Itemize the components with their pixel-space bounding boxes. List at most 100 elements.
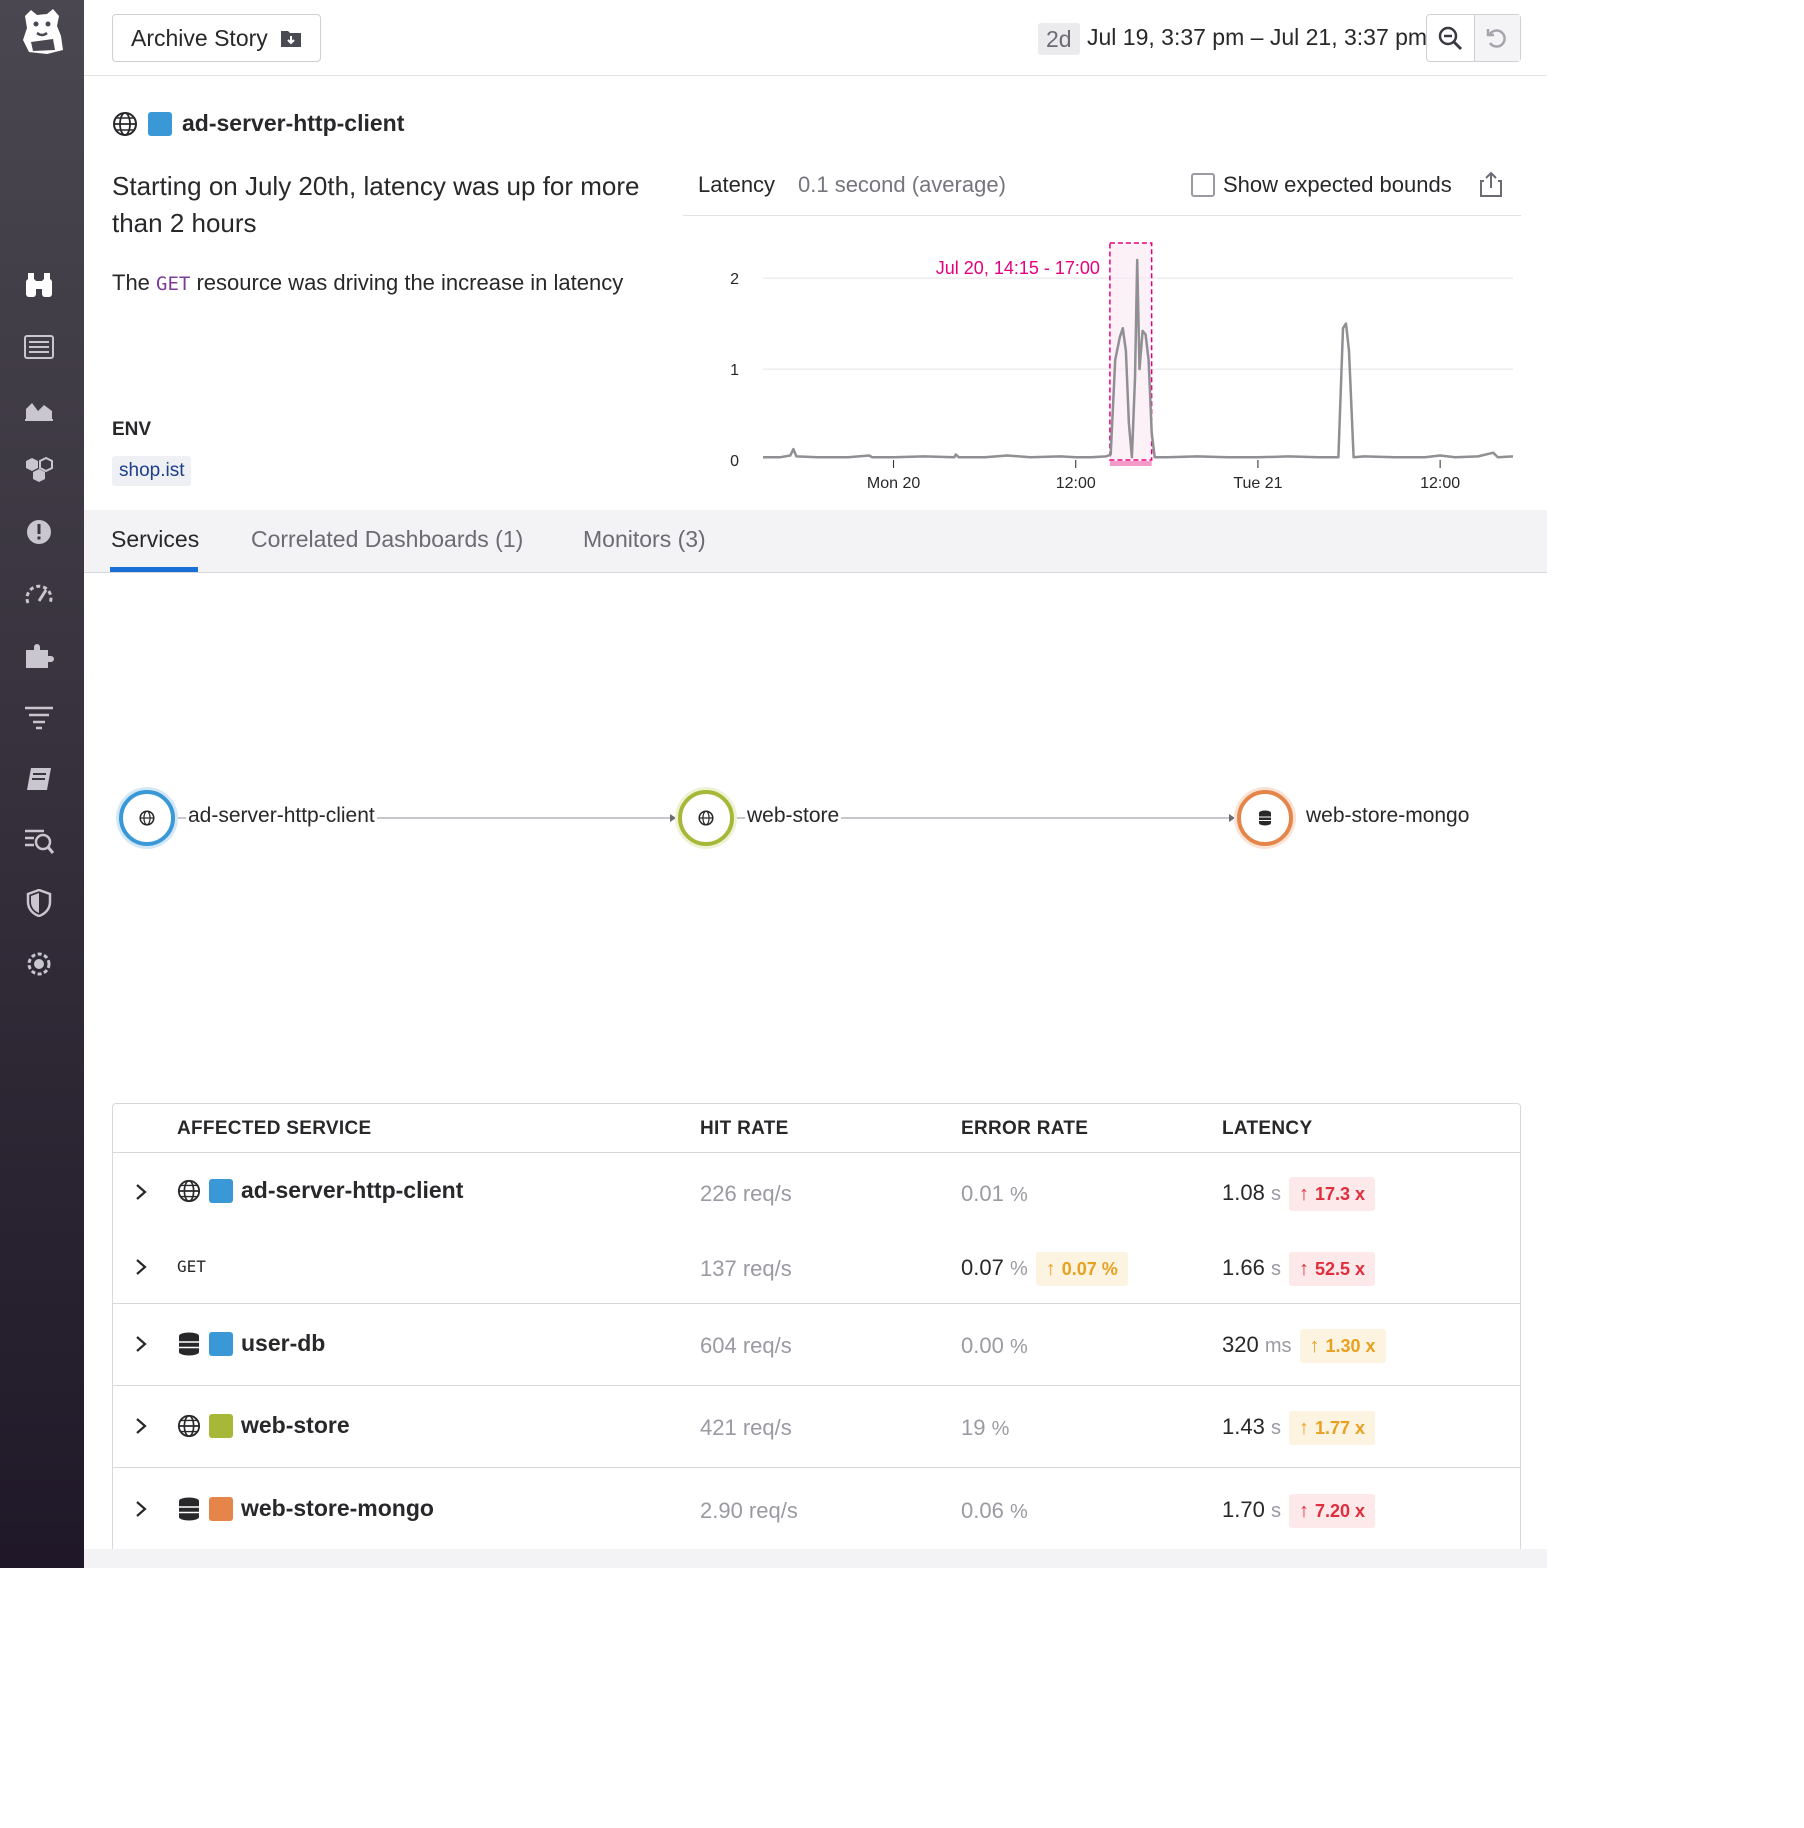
table-row[interactable]: user-db 604 req/s 0.00 % 320 ms ↑ 1.30 x	[113, 1304, 1520, 1386]
hit-rate: 226 req/s	[700, 1181, 792, 1206]
latency-change-badge: ↑ 17.3 x	[1288, 1177, 1375, 1211]
database-icon	[179, 1497, 199, 1520]
active-tab-indicator	[110, 567, 198, 572]
node-ad-server-http-client[interactable]	[119, 790, 175, 846]
service-color-swatch	[209, 1413, 233, 1438]
col-header-latency[interactable]: LATENCY	[1222, 1118, 1313, 1139]
log-search-icon[interactable]	[22, 824, 56, 858]
hexagons-icon[interactable]	[22, 453, 56, 487]
error-rate: 0.07 % ↑ 0.07 %	[961, 1252, 1128, 1286]
table-row[interactable]: web-store-mongo 2.90 req/s 0.06 % 1.70 s…	[113, 1468, 1520, 1552]
story-summary: The GET resource was driving the increas…	[112, 270, 623, 296]
binoculars-icon[interactable]	[22, 268, 56, 302]
chevron-right-icon[interactable]	[131, 1416, 151, 1436]
node-web-store-mongo[interactable]	[1237, 790, 1293, 846]
error-change-badge: ↑ 0.07 %	[1035, 1252, 1128, 1286]
latency-change-badge: ↑ 1.77 x	[1288, 1411, 1375, 1445]
datadog-logo[interactable]	[17, 6, 67, 58]
env-label: ENV	[112, 419, 152, 440]
arrow-up-icon: ↑	[1309, 1334, 1320, 1357]
error-rate-unit: %	[991, 1418, 1010, 1440]
undo-icon	[1487, 29, 1507, 48]
arrow-up-icon: ↑	[1298, 1499, 1309, 1522]
alert-icon[interactable]	[22, 515, 56, 549]
metric-value: 0.1 second (average)	[798, 172, 1006, 197]
y-tick-label: 2	[730, 271, 739, 288]
metric-label: Latency	[698, 172, 776, 197]
service-name: user-db	[241, 1330, 326, 1356]
filter-lines-icon[interactable]	[22, 700, 56, 734]
col-header-service[interactable]: AFFECTED SERVICE	[177, 1118, 372, 1139]
archive-story-button[interactable]: Archive Story	[112, 14, 321, 62]
puzzle-icon[interactable]	[22, 639, 56, 673]
area-chart-icon[interactable]	[22, 392, 56, 426]
service-color-swatch	[209, 1178, 233, 1203]
top-bar: Archive Story 2d Jul 19, 3:37 pm – Jul 2…	[84, 0, 1547, 76]
table-row[interactable]: web-store 421 req/s 19 % 1.43 s ↑ 1.77 x	[113, 1386, 1520, 1468]
table-row[interactable]: GET 137 req/s 0.07 % ↑ 0.07 % 1.66 s ↑ 52.5 …	[113, 1228, 1520, 1303]
resource-name: GET	[177, 1257, 206, 1276]
list-icon[interactable]	[22, 330, 56, 364]
latency: 1.70 s ↑ 7.20 x	[1222, 1494, 1375, 1528]
tab-correlated-dashboards[interactable]: Correlated Dashboards (1)	[251, 526, 524, 552]
node-label[interactable]: web-store	[745, 804, 842, 828]
integrations-gear-icon[interactable]	[22, 947, 56, 981]
export-button[interactable]	[1478, 170, 1504, 203]
error-rate-value: 19	[961, 1415, 986, 1440]
col-header-error-rate[interactable]: ERROR RATE	[961, 1118, 1089, 1139]
latency-change-badge: ↑ 52.5 x	[1288, 1252, 1375, 1286]
latency-unit: s	[1270, 1257, 1281, 1280]
latency-value: 1.70	[1222, 1496, 1265, 1522]
latency: 1.66 s ↑ 52.5 x	[1222, 1252, 1375, 1286]
chevron-right-icon[interactable]	[131, 1499, 151, 1519]
expected-bounds-checkbox[interactable]	[1191, 173, 1215, 197]
error-rate-value: 0.00	[961, 1333, 1004, 1358]
time-range-badge[interactable]: 2d	[1038, 23, 1080, 55]
node-label[interactable]: web-store-mongo	[1304, 804, 1472, 828]
summary-resource: GET	[156, 273, 191, 295]
latency-change-value: 52.5 x	[1314, 1258, 1365, 1279]
latency-series-line	[763, 258, 1514, 459]
edge-arrow	[670, 814, 676, 822]
expected-bounds-label[interactable]: Show expected bounds	[1223, 172, 1452, 197]
reset-button[interactable]	[1473, 15, 1520, 61]
tab-monitors[interactable]: Monitors (3)	[583, 526, 706, 552]
table-row[interactable]: ad-server-http-client 226 req/s 0.01 % 1…	[113, 1153, 1520, 1228]
globe-icon	[113, 111, 137, 136]
service-name[interactable]: ad-server-http-client	[182, 110, 405, 136]
latency-chart[interactable]: 0 1 2 Mon 20 12:00 Tue 21 12:00 Jul 20, 14:15 -…	[683, 220, 1521, 510]
latency-unit: s	[1270, 1499, 1281, 1522]
shield-icon[interactable]	[22, 886, 56, 920]
error-change-value: 0.07 %	[1061, 1258, 1118, 1279]
service-cell: user-db	[177, 1330, 325, 1357]
zoom-out-button[interactable]	[1427, 15, 1474, 61]
latency-change-badge: ↑ 7.20 x	[1288, 1494, 1375, 1528]
latency: 1.43 s ↑ 1.77 x	[1222, 1411, 1375, 1445]
latency: 1.08 s ↑ 17.3 x	[1222, 1177, 1375, 1211]
hit-rate: 137 req/s	[700, 1256, 792, 1281]
node-label[interactable]: ad-server-http-client	[186, 804, 377, 828]
chevron-right-icon[interactable]	[131, 1334, 151, 1354]
node-web-store[interactable]	[678, 790, 734, 846]
env-tag[interactable]: shop.ist	[112, 456, 192, 486]
hit-rate: 421 req/s	[700, 1415, 792, 1440]
error-rate: 19 %	[961, 1415, 1009, 1441]
error-rate-unit: %	[1009, 1336, 1028, 1358]
x-tick-label: 12:00	[1056, 475, 1096, 492]
latency-value: 1.43	[1222, 1413, 1265, 1439]
time-range-text[interactable]: Jul 19, 3:37 pm – Jul 21, 3:37 pm	[1087, 24, 1428, 50]
gauge-icon[interactable]	[22, 577, 56, 611]
error-rate: 0.01 %	[961, 1181, 1028, 1207]
zoom-out-icon	[1439, 26, 1463, 51]
y-tick-label: 0	[730, 453, 739, 470]
service-color-swatch	[209, 1331, 233, 1356]
chevron-right-icon[interactable]	[131, 1257, 151, 1277]
col-header-hit-rate[interactable]: HIT RATE	[700, 1118, 789, 1139]
latency-change-value: 7.20 x	[1314, 1500, 1365, 1521]
highlight-marker	[1109, 461, 1152, 466]
chevron-right-icon[interactable]	[131, 1182, 151, 1202]
notebook-icon[interactable]	[22, 762, 56, 796]
tab-services[interactable]: Services	[111, 526, 200, 552]
error-rate-unit: %	[1009, 1184, 1028, 1206]
story-headline: Starting on July 20th, latency was up fo…	[112, 171, 640, 238]
